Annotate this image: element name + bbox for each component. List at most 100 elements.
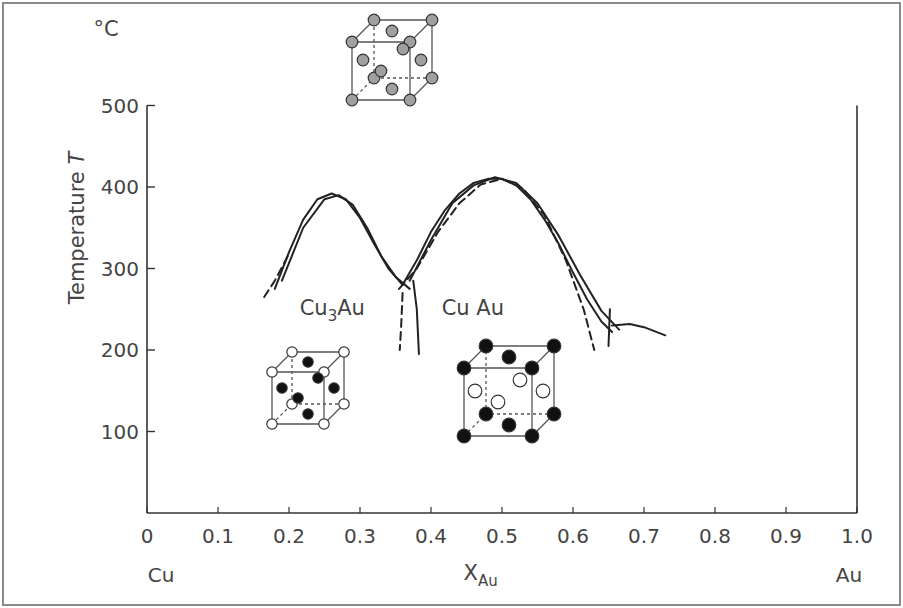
atom: [368, 14, 380, 26]
atom: [267, 367, 277, 377]
cell-edge: [553, 346, 554, 414]
y-tick-label: 100: [101, 420, 139, 444]
atom: [457, 429, 471, 443]
atom: [491, 395, 505, 409]
cell-edge: [374, 77, 432, 78]
text-part: 3: [328, 307, 338, 325]
x-tick-label: 0.6: [557, 524, 589, 548]
text-part: Cu Au: [442, 296, 504, 320]
cell-edge: [272, 423, 324, 424]
atom: [536, 384, 550, 398]
x-tick: [501, 507, 502, 513]
atom: [547, 407, 561, 421]
end-label-left: Cu: [148, 563, 175, 587]
cell-edge: [352, 41, 410, 42]
unit-cell: [346, 14, 438, 106]
cell-edge: [486, 413, 554, 414]
cell-edge: [464, 367, 532, 368]
atom: [479, 339, 493, 353]
x-tick-label: 1.0: [841, 524, 873, 548]
atom: [357, 54, 369, 66]
text-part: Au: [337, 296, 365, 320]
cell-edge: [343, 352, 344, 404]
cell-edge: [463, 368, 464, 436]
atom: [457, 361, 471, 375]
x-tick: [288, 507, 289, 513]
y-tick-label: 500: [101, 94, 139, 118]
y-tick: [147, 186, 155, 187]
atom: [404, 94, 416, 106]
y-tick: [147, 431, 155, 432]
cell-edge: [374, 19, 432, 20]
atom: [339, 399, 349, 409]
cell-edge: [409, 42, 410, 100]
cell-edge: [271, 372, 272, 424]
atom: [303, 409, 313, 419]
right-frame-line: [856, 106, 858, 514]
phase-boundary: [282, 195, 410, 289]
text-part: X: [464, 561, 478, 585]
x-tick-label: 0.8: [699, 524, 731, 548]
chart: 10020030040050000.10.20.30.40.50.60.70.8…: [0, 0, 903, 608]
atom: [313, 373, 323, 383]
cell-edge: [431, 20, 432, 78]
x-tick-label: 0.7: [628, 524, 660, 548]
x-tick: [572, 507, 573, 513]
phase-boundary: [612, 324, 665, 335]
cell-edge: [291, 352, 292, 404]
x-tick-label: 0.5: [486, 524, 518, 548]
unit-cell: [267, 347, 349, 429]
cell-edge: [485, 346, 486, 414]
atom: [426, 14, 438, 26]
phase-boundary: [400, 293, 403, 350]
atom: [479, 407, 493, 421]
y-tick-label: 200: [101, 338, 139, 362]
atom: [468, 384, 482, 398]
atom: [267, 419, 277, 429]
text-part: Cu: [300, 296, 328, 320]
atom: [293, 393, 303, 403]
cell-edge: [323, 372, 324, 424]
atom: [287, 347, 297, 357]
atom: [525, 429, 539, 443]
atom: [375, 65, 387, 77]
cell-edge: [486, 345, 554, 346]
atom: [339, 347, 349, 357]
crystal-sketches: [267, 14, 561, 443]
y-tick-label: 300: [101, 257, 139, 281]
phase-boundary: [413, 281, 419, 354]
unit-cell: [457, 339, 561, 443]
x-tick: [714, 507, 715, 513]
atom: [319, 419, 329, 429]
atom: [346, 94, 358, 106]
phase-label: Cu3Au: [300, 296, 365, 325]
axes: 10020030040050000.10.20.30.40.50.60.70.8…: [101, 94, 873, 549]
y-tick-label: 400: [101, 175, 139, 199]
y-tick: [147, 268, 155, 269]
atom: [386, 83, 398, 95]
x-tick: [430, 507, 431, 513]
cell-edge: [464, 435, 532, 436]
cell-edge: [272, 371, 324, 372]
phase-label: Cu Au: [442, 296, 504, 320]
x-tick-label: 0.2: [273, 524, 305, 548]
atom: [547, 339, 561, 353]
cell-edge: [373, 20, 374, 78]
cell-edge: [352, 99, 410, 100]
atom: [415, 54, 427, 66]
x-axis-title: XAu: [464, 561, 498, 590]
atom: [525, 361, 539, 375]
end-label-right: Au: [836, 563, 862, 587]
text-part: Au: [478, 572, 498, 590]
atom: [502, 418, 516, 432]
phase-boundary: [403, 179, 612, 332]
y-axis-title: Temperature T: [65, 150, 89, 306]
atom: [502, 350, 516, 364]
cell-edge: [292, 403, 344, 404]
text-part: T: [65, 150, 89, 165]
text-part: Temperature: [65, 165, 89, 306]
cell-edge: [531, 368, 532, 436]
phase-boundary: [410, 177, 619, 329]
x-tick-label: 0: [141, 524, 154, 548]
phase-boundary: [264, 254, 289, 297]
